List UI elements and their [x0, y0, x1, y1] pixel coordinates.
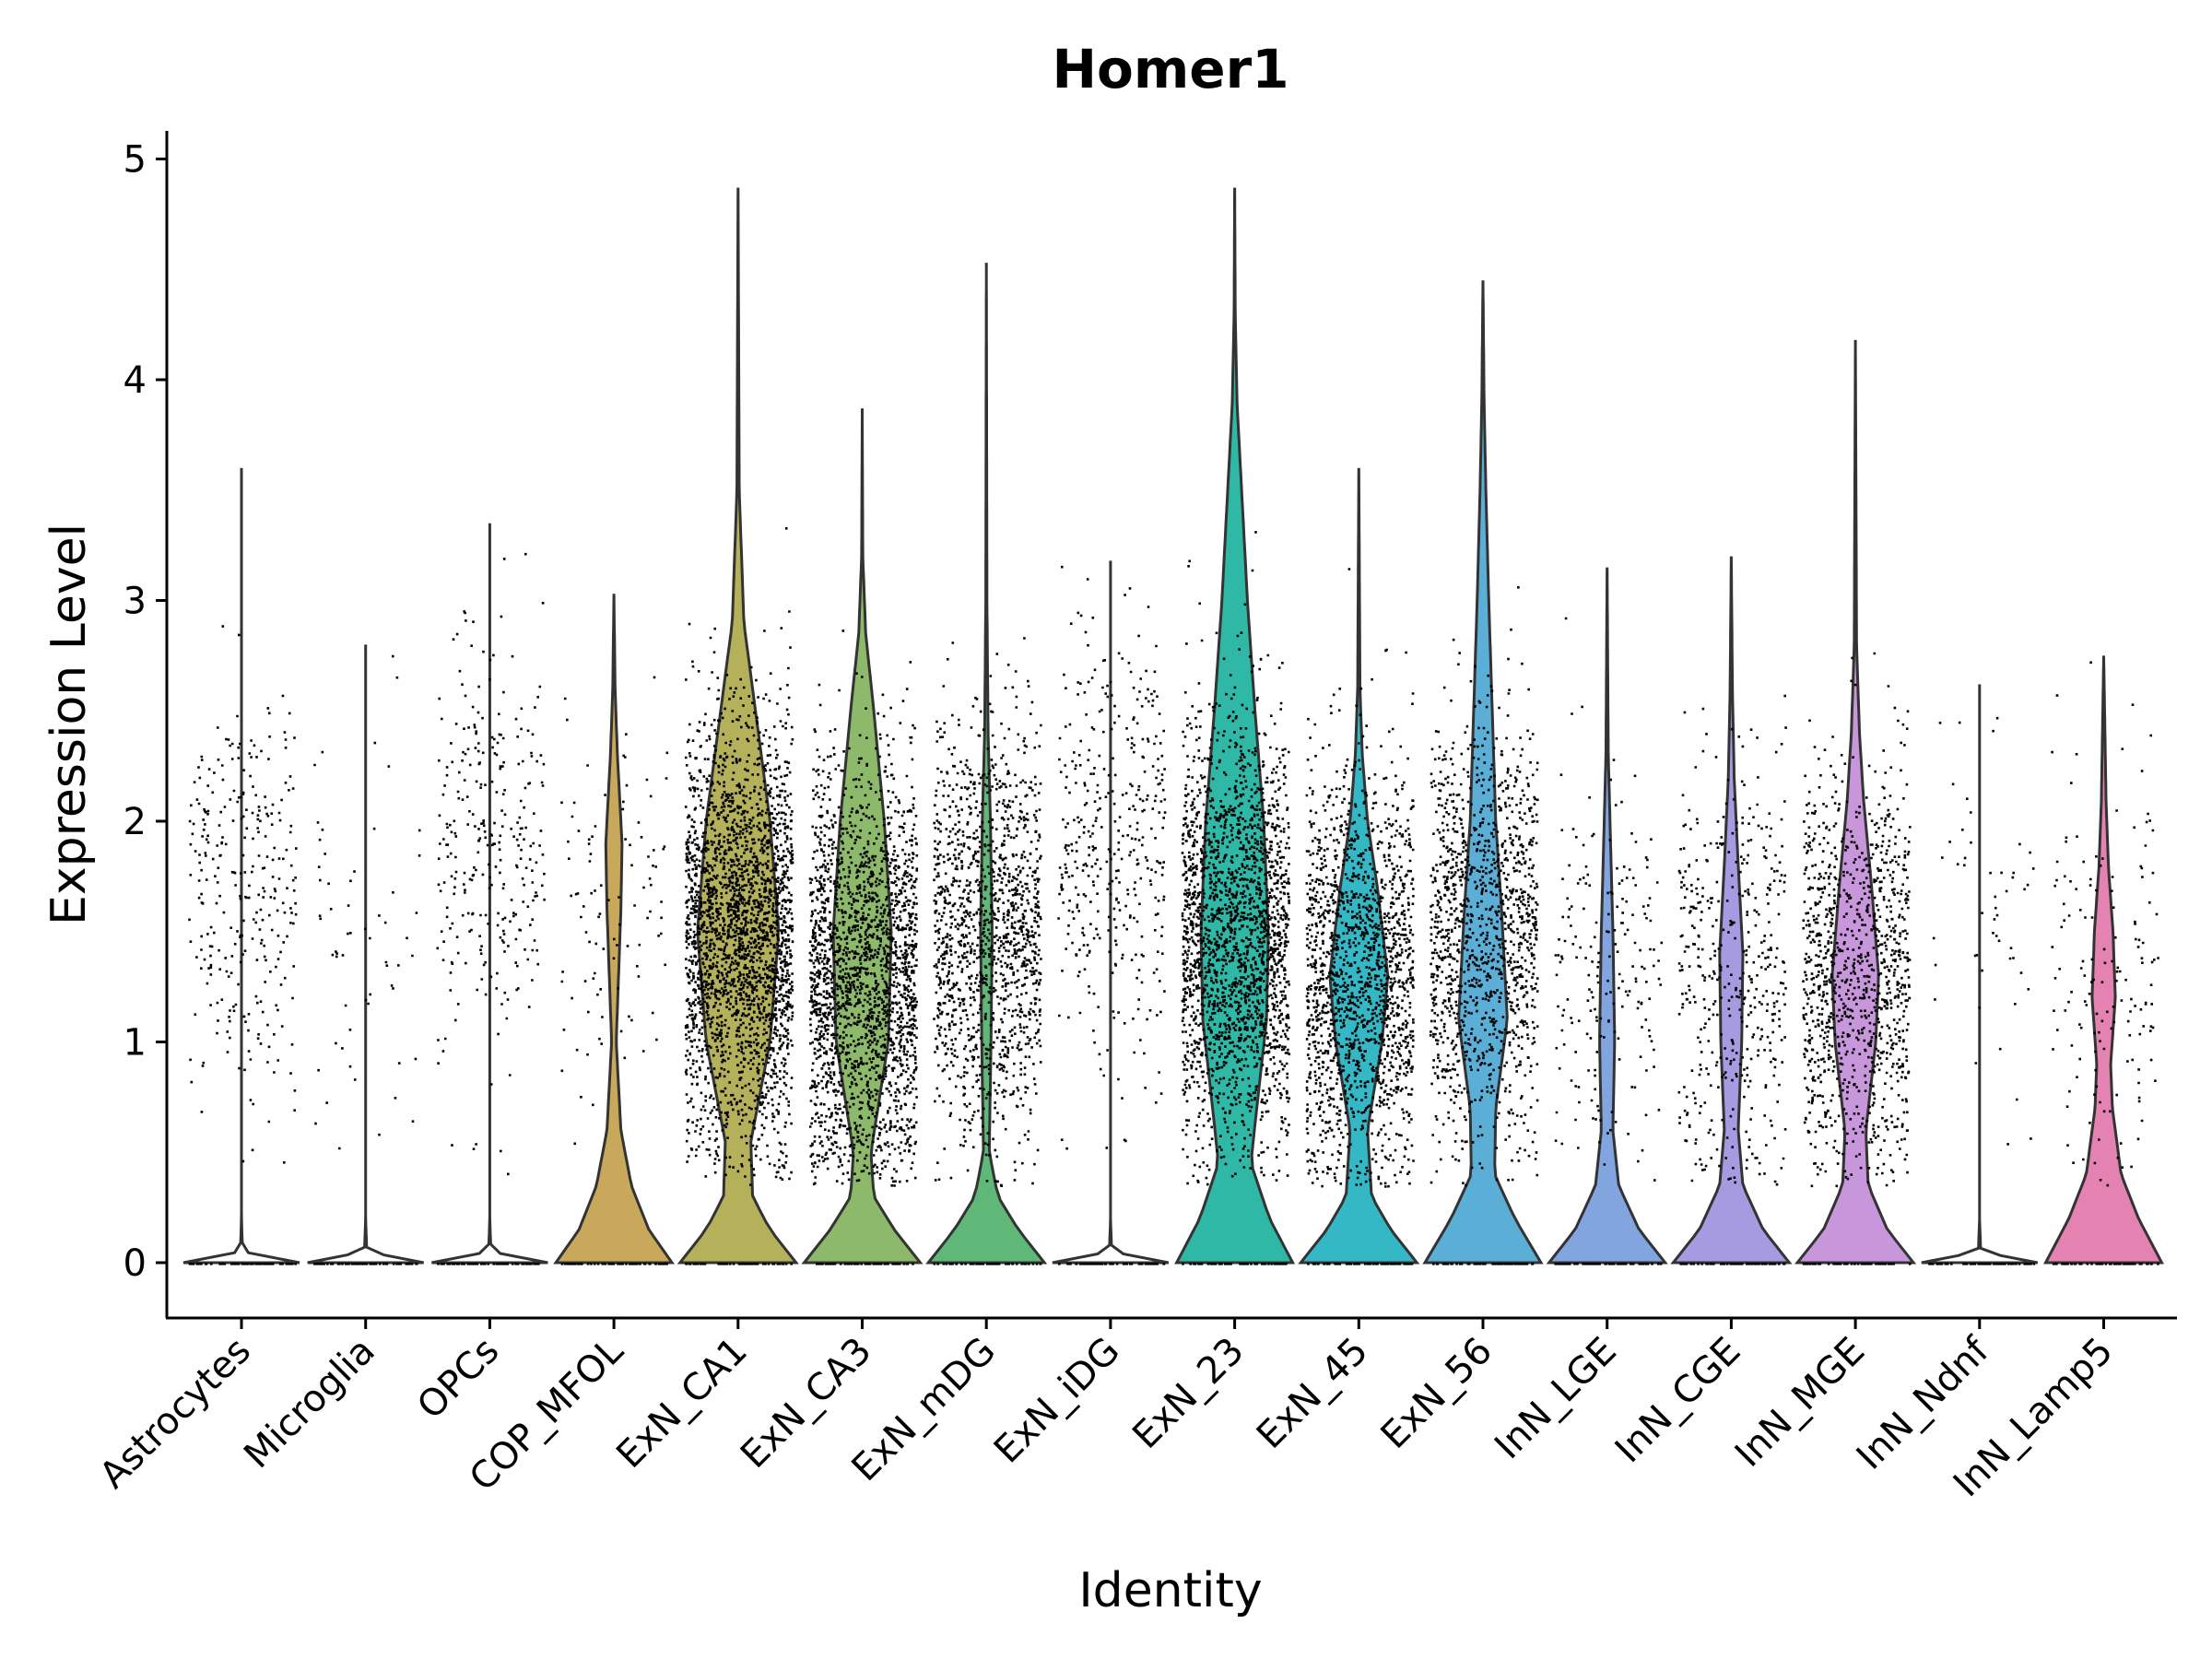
violin-InN_CGE — [1670, 556, 1793, 1265]
jitter-points — [188, 527, 2159, 1265]
violin-InN_Lamp5 — [2043, 655, 2164, 1265]
y-ticks: 0 1 2 3 4 5 — [124, 139, 167, 1285]
violin-Astrocytes — [182, 467, 300, 1265]
x-tick-label: ExN_CA1 — [608, 1330, 756, 1477]
x-tick-label: Microglia — [236, 1330, 383, 1477]
y-tick-label: 1 — [124, 1022, 147, 1065]
violin-ExN_23 — [1174, 187, 1296, 1265]
points-InN_Lamp5 — [2051, 661, 2159, 1265]
violin-OPCs — [431, 523, 548, 1265]
violin-InN_LGE — [1546, 567, 1668, 1265]
violin-ExN_56 — [1422, 280, 1544, 1265]
points-InN_MGE — [1802, 652, 1912, 1265]
x-tick-label: InN_MGE — [1727, 1330, 1873, 1476]
points-InN_CGE — [1677, 694, 1787, 1265]
y-tick-label: 2 — [124, 801, 147, 843]
axes — [165, 131, 2177, 1320]
x-tick-label: ExN_56 — [1373, 1330, 1500, 1457]
points-ExN_56 — [1430, 586, 1539, 1265]
y-tick-label: 3 — [124, 581, 147, 623]
x-axis-label: Identity — [1078, 1563, 1262, 1618]
y-tick-label: 0 — [124, 1242, 147, 1285]
points-ExN_45 — [1305, 568, 1415, 1265]
y-axis-label: Expression Level — [41, 524, 97, 925]
violin-COP_MFOL — [553, 594, 675, 1265]
violin-ExN_iDG — [1052, 560, 1170, 1265]
x-tick-label: ExN_23 — [1124, 1330, 1252, 1457]
points-ExN_23 — [1181, 531, 1291, 1265]
y-tick-label: 5 — [124, 139, 147, 182]
x-tick-label: InN_CGE — [1607, 1330, 1749, 1472]
x-tick-label: ExN_45 — [1249, 1330, 1376, 1457]
x-tick-label: ExN_iDG — [986, 1330, 1128, 1472]
points-Microglia — [313, 654, 421, 1265]
points-ExN_mDG — [933, 637, 1042, 1265]
x-tick-label: InN_LGE — [1487, 1330, 1625, 1468]
points-Astrocytes — [188, 625, 298, 1265]
violin-InN_Ndnf — [1921, 684, 2039, 1265]
y-tick-label: 4 — [124, 359, 147, 402]
x-tick-label: Astrocytes — [92, 1330, 260, 1498]
points-ExN_CA1 — [684, 527, 794, 1265]
violin-ExN_45 — [1298, 467, 1420, 1265]
violin-InN_MGE — [1794, 339, 1917, 1265]
violin-group — [182, 187, 2164, 1265]
x-tick-label: OPCs — [409, 1330, 507, 1428]
points-ExN_CA3 — [808, 629, 919, 1265]
violin-ExN_mDG — [925, 263, 1048, 1265]
violin-Microglia — [307, 644, 424, 1265]
points-InN_Ndnf — [1928, 716, 2036, 1265]
chart-title: Homer1 — [1052, 38, 1288, 100]
